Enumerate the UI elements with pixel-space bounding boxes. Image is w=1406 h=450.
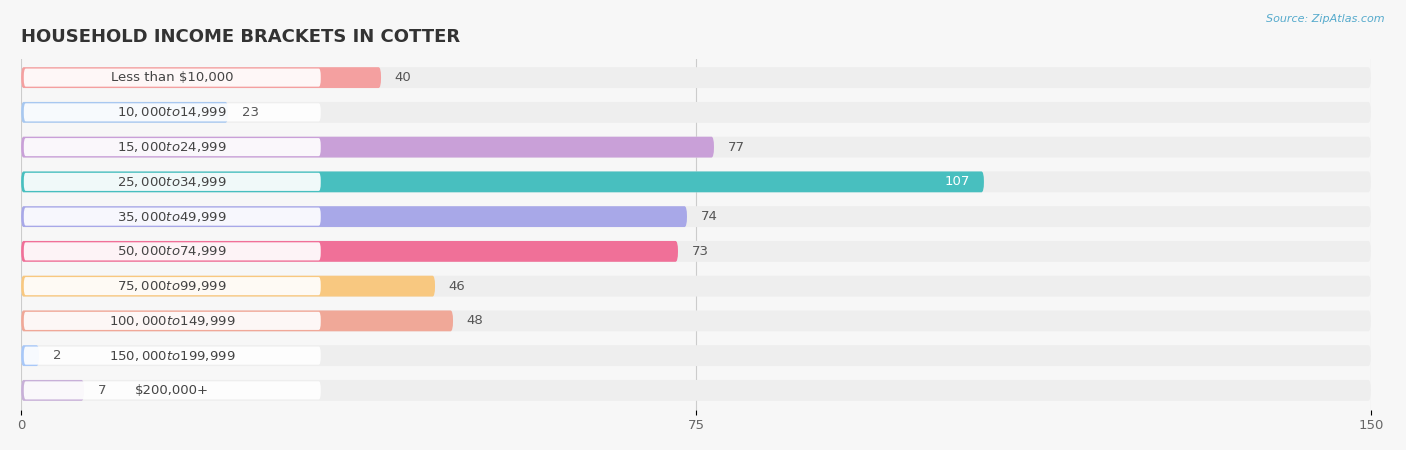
FancyBboxPatch shape	[24, 207, 321, 225]
FancyBboxPatch shape	[24, 138, 321, 156]
Text: 74: 74	[700, 210, 717, 223]
Text: HOUSEHOLD INCOME BRACKETS IN COTTER: HOUSEHOLD INCOME BRACKETS IN COTTER	[21, 28, 460, 46]
Text: 77: 77	[727, 140, 744, 153]
FancyBboxPatch shape	[21, 67, 381, 88]
FancyBboxPatch shape	[21, 345, 39, 366]
Text: $50,000 to $74,999: $50,000 to $74,999	[118, 244, 228, 258]
FancyBboxPatch shape	[24, 104, 321, 122]
Text: 2: 2	[52, 349, 60, 362]
Text: 7: 7	[97, 384, 105, 397]
Text: 40: 40	[395, 71, 412, 84]
FancyBboxPatch shape	[21, 102, 228, 123]
Text: 73: 73	[692, 245, 709, 258]
FancyBboxPatch shape	[21, 276, 434, 297]
FancyBboxPatch shape	[24, 243, 321, 261]
FancyBboxPatch shape	[21, 102, 1371, 123]
Text: $15,000 to $24,999: $15,000 to $24,999	[118, 140, 228, 154]
FancyBboxPatch shape	[21, 380, 84, 401]
FancyBboxPatch shape	[21, 206, 688, 227]
Text: $75,000 to $99,999: $75,000 to $99,999	[118, 279, 228, 293]
Text: 23: 23	[242, 106, 259, 119]
FancyBboxPatch shape	[21, 345, 1371, 366]
Text: 48: 48	[467, 315, 484, 328]
FancyBboxPatch shape	[24, 173, 321, 191]
FancyBboxPatch shape	[21, 310, 1371, 331]
FancyBboxPatch shape	[21, 137, 1371, 157]
FancyBboxPatch shape	[21, 310, 453, 331]
Text: $10,000 to $14,999: $10,000 to $14,999	[118, 105, 228, 119]
FancyBboxPatch shape	[24, 68, 321, 87]
FancyBboxPatch shape	[21, 276, 1371, 297]
FancyBboxPatch shape	[21, 171, 984, 192]
FancyBboxPatch shape	[24, 346, 321, 364]
Text: Source: ZipAtlas.com: Source: ZipAtlas.com	[1267, 14, 1385, 23]
Text: $35,000 to $49,999: $35,000 to $49,999	[118, 210, 228, 224]
FancyBboxPatch shape	[21, 241, 1371, 262]
FancyBboxPatch shape	[21, 171, 1371, 192]
FancyBboxPatch shape	[24, 277, 321, 295]
Text: 46: 46	[449, 279, 465, 292]
Text: $200,000+: $200,000+	[135, 384, 209, 397]
FancyBboxPatch shape	[21, 241, 678, 262]
Text: $25,000 to $34,999: $25,000 to $34,999	[118, 175, 228, 189]
FancyBboxPatch shape	[21, 67, 1371, 88]
FancyBboxPatch shape	[24, 312, 321, 330]
Text: $100,000 to $149,999: $100,000 to $149,999	[110, 314, 236, 328]
Text: Less than $10,000: Less than $10,000	[111, 71, 233, 84]
FancyBboxPatch shape	[21, 380, 1371, 401]
FancyBboxPatch shape	[24, 381, 321, 400]
FancyBboxPatch shape	[21, 137, 714, 157]
Text: 107: 107	[945, 176, 970, 189]
FancyBboxPatch shape	[21, 206, 1371, 227]
Text: $150,000 to $199,999: $150,000 to $199,999	[110, 349, 236, 363]
